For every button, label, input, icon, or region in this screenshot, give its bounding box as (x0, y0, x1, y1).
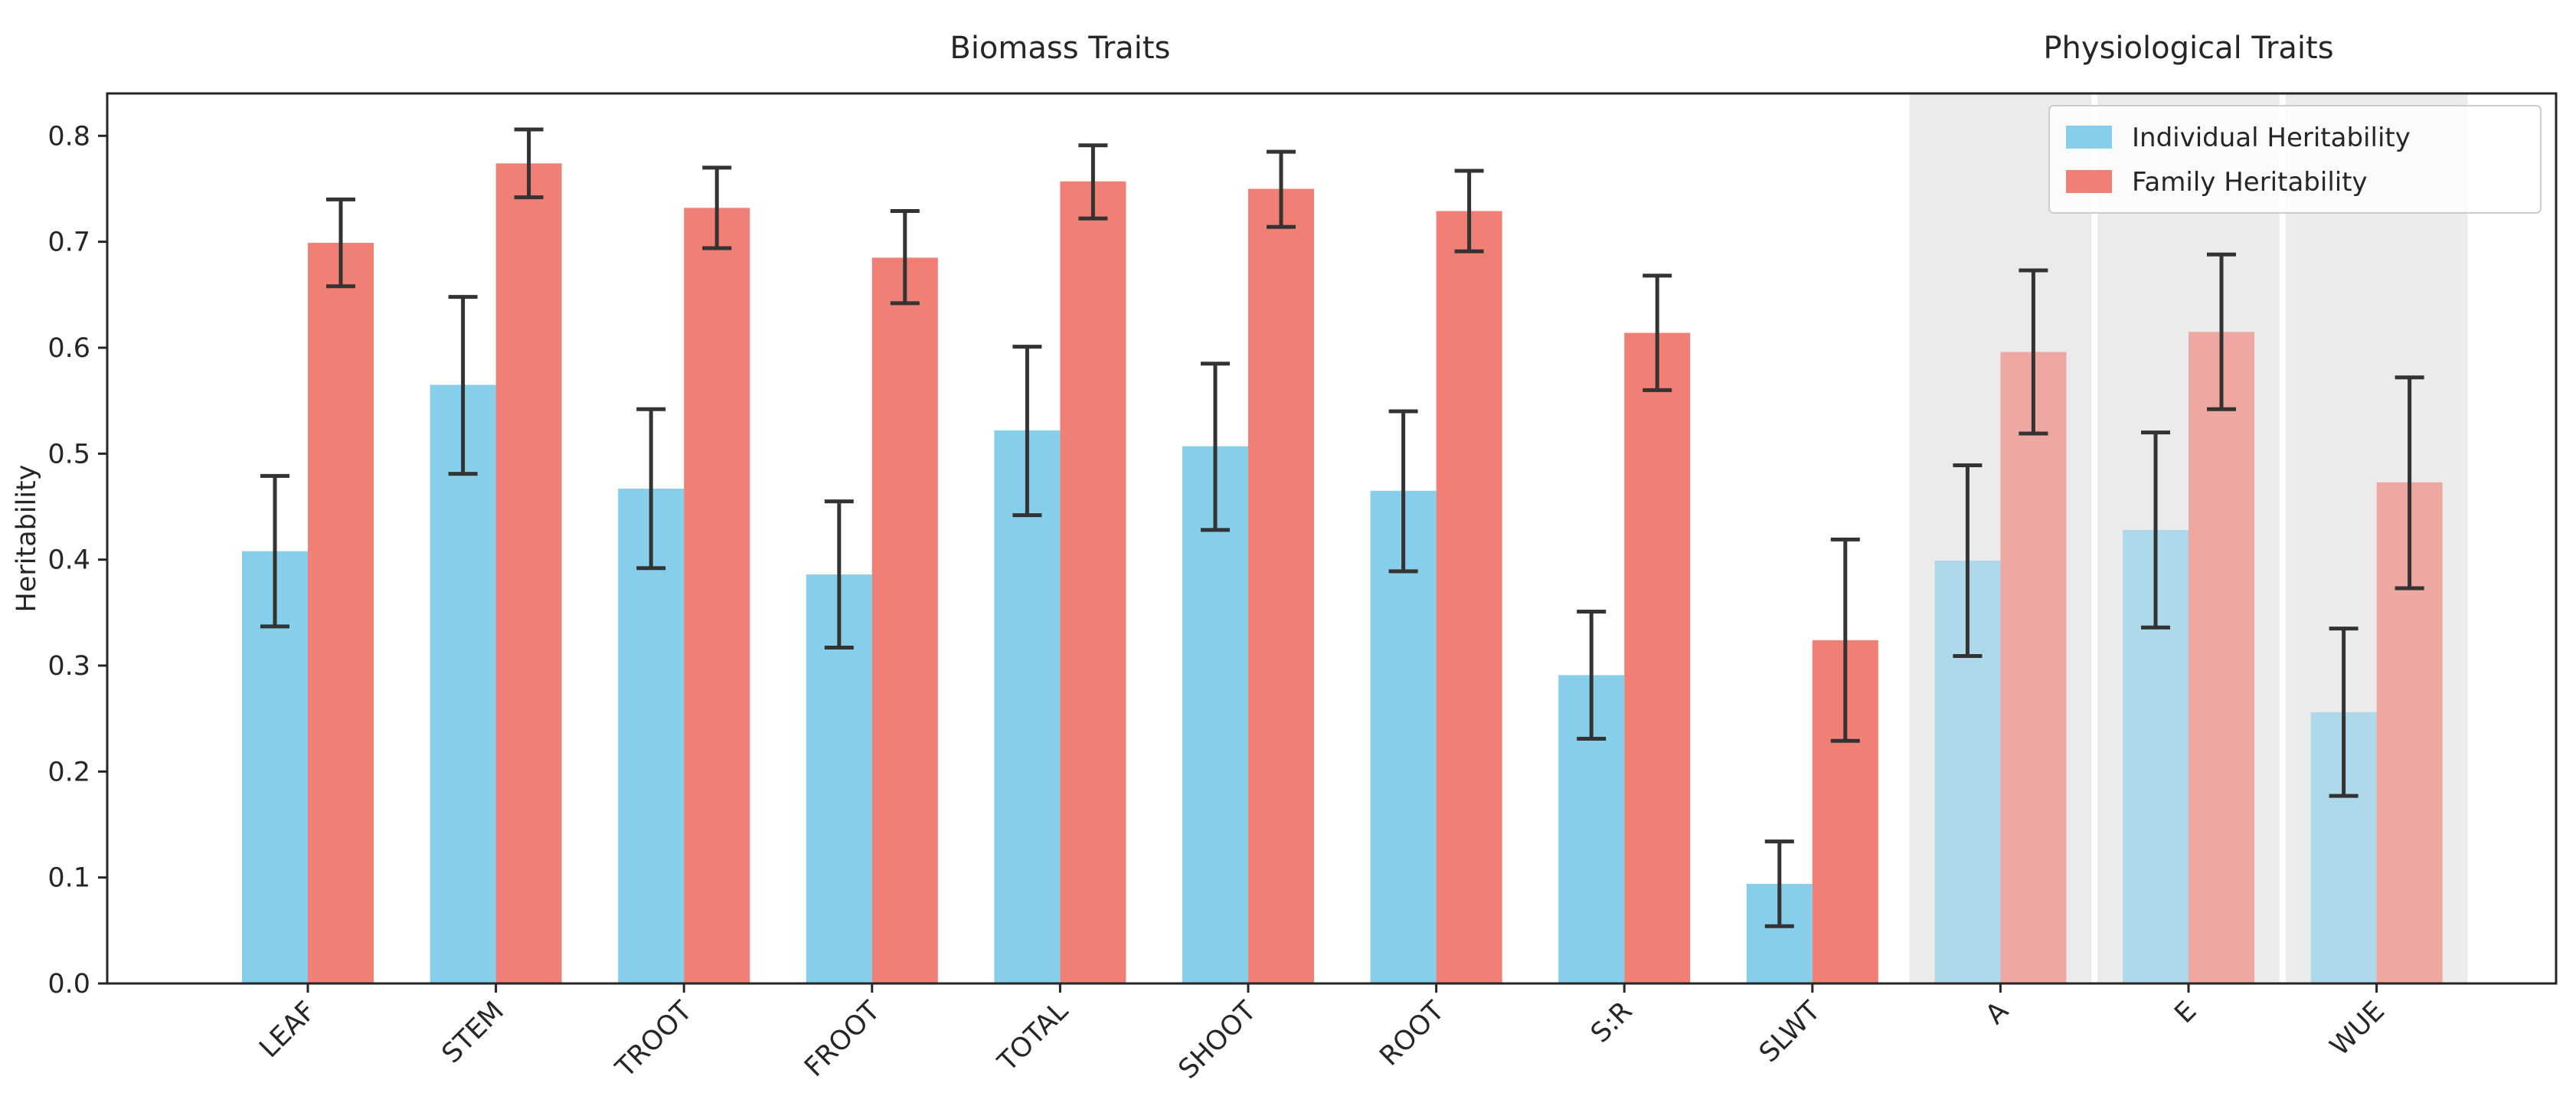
bars (242, 163, 2443, 984)
y-tick-label: 0.1 (47, 863, 90, 894)
error-bar-individual-heritability-total (1012, 345, 1042, 518)
error-bar-family-heritability-total (1078, 143, 1108, 221)
legend-swatch-individual-heritability (2066, 126, 2112, 149)
error-bar-individual-heritability-wue (2329, 627, 2359, 798)
bar-individual-heritability-shoot (1182, 446, 1248, 983)
x-tick-label-a: A (1980, 996, 2015, 1030)
y-tick-label: 0.3 (47, 651, 90, 682)
section-title-biomass-traits: Biomass Traits (950, 31, 1170, 66)
error-bar-individual-heritability-root (1388, 409, 1418, 574)
section-title-physiological-traits: Physiological Traits (2043, 31, 2333, 66)
bar-family-heritability-troot (684, 208, 750, 983)
error-bar-family-heritability-slwt (1830, 537, 1860, 743)
section-titles: Biomass Traits Physiological Traits (950, 31, 2333, 66)
y-tick-label: 0.5 (47, 439, 90, 470)
legend-label-individual-heritability: Individual Heritability (2132, 123, 2411, 153)
bar-individual-heritability-troot (618, 488, 685, 983)
bar-family-heritability-leaf (308, 243, 374, 983)
x-tick-label-troot: TROOT (610, 996, 698, 1085)
error-bar-individual-heritability-s-r (1577, 609, 1607, 741)
bar-family-heritability-shoot (1248, 188, 1314, 983)
x-tick-label-total: TOTAL (992, 996, 1074, 1078)
bar-family-heritability-e (2189, 332, 2254, 983)
y-tick-label: 0.8 (47, 121, 90, 152)
y-tick-label: 0.4 (47, 545, 90, 576)
error-bars (260, 127, 2424, 928)
error-bar-individual-heritability-shoot (1201, 362, 1230, 532)
y-axis: 0.0 0.1 0.2 0.3 0.4 0.5 0.6 0.7 0.8 (47, 121, 107, 1000)
error-bar-individual-heritability-froot (824, 499, 854, 650)
bar-family-heritability-a (2000, 352, 2067, 983)
x-tick-label-slwt: SLWT (1754, 996, 1827, 1069)
error-bar-family-heritability-root (1454, 169, 1484, 254)
error-bar-individual-heritability-e (2141, 430, 2170, 630)
error-bar-family-heritability-troot (702, 165, 732, 250)
x-tick-label-stem: STEM (436, 996, 510, 1069)
error-bar-individual-heritability-leaf (260, 473, 289, 629)
plot-frame (106, 92, 2558, 985)
bar-individual-heritability-total (994, 430, 1061, 983)
x-tick-label-leaf: LEAF (253, 996, 322, 1064)
bar-family-heritability-root (1436, 211, 1502, 983)
y-tick-label: 0.7 (47, 227, 90, 258)
bar-family-heritability-stem (495, 163, 562, 983)
error-bar-individual-heritability-troot (636, 407, 666, 571)
error-bar-family-heritability-wue (2395, 375, 2424, 591)
bar-family-heritability-total (1060, 181, 1126, 984)
legend-box (2048, 105, 2542, 214)
y-tick-label: 0.6 (47, 333, 90, 364)
error-bar-family-heritability-stem (514, 127, 544, 200)
x-axis: LEAF STEM TROOT FROOT TOTAL SHOOT ROOT S:R SLWT A… (253, 983, 2391, 1085)
error-bar-family-heritability-e (2207, 252, 2236, 411)
y-tick-label: 0.0 (47, 969, 90, 1000)
legend: Individual Heritability Family Heritabili… (2048, 105, 2542, 214)
legend-label-family-heritability: Family Heritability (2132, 167, 2368, 198)
y-tick-label: 0.2 (47, 757, 90, 787)
error-bar-individual-heritability-a (1953, 463, 1983, 659)
error-bar-family-heritability-shoot (1267, 149, 1296, 229)
x-tick-label-e: E (2169, 996, 2202, 1029)
error-bar-individual-heritability-stem (448, 295, 478, 476)
x-tick-label-froot: FROOT (799, 996, 886, 1083)
x-tick-label-root: ROOT (1374, 996, 1450, 1072)
legend-swatch-family-heritability (2066, 170, 2112, 193)
x-tick-label-s-r: S:R (1585, 996, 1639, 1049)
bar-family-heritability-s-r (1624, 332, 1691, 984)
error-bar-family-heritability-a (2019, 268, 2048, 436)
error-bar-family-heritability-froot (890, 209, 920, 306)
bar-individual-heritability-stem (430, 384, 496, 984)
error-bar-individual-heritability-slwt (1764, 839, 1794, 928)
x-tick-label-shoot: SHOOT (1173, 996, 1263, 1085)
error-bar-family-heritability-leaf (326, 197, 355, 289)
y-axis-label: Heritability (11, 465, 42, 613)
error-bar-family-heritability-s-r (1643, 273, 1672, 392)
bar-family-heritability-froot (871, 257, 938, 984)
x-tick-label-wue: WUE (2324, 996, 2391, 1062)
